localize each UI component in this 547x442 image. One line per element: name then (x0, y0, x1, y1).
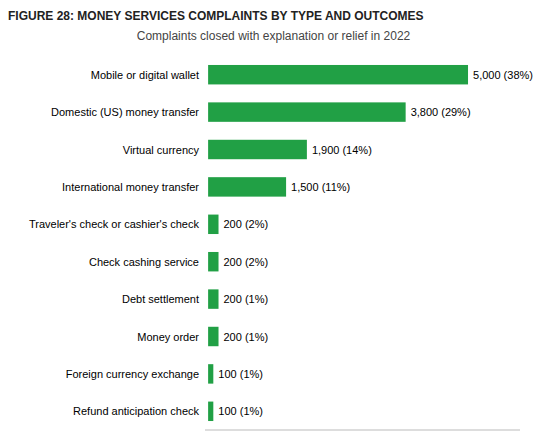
bar (208, 402, 213, 421)
category-label: Virtual currency (123, 144, 200, 156)
data-label: 200 (1%) (224, 331, 269, 343)
category-label: Mobile or digital wallet (91, 69, 199, 81)
bar (208, 140, 307, 159)
category-label: Money order (137, 331, 199, 343)
data-label: 200 (2%) (224, 256, 269, 268)
x-axis-line (205, 430, 520, 431)
category-label: Debt settlement (122, 293, 199, 305)
labels: Mobile or digital wallet 5,000 (38%) Domes… (29, 69, 533, 418)
data-label: 100 (1%) (218, 368, 263, 380)
bar (208, 65, 468, 84)
bar (208, 102, 406, 121)
category-label: International money transfer (62, 181, 199, 193)
data-label: 1,900 (14%) (312, 144, 372, 156)
data-label: 3,800 (29%) (411, 106, 471, 118)
bar (208, 327, 218, 346)
data-label: 5,000 (38%) (473, 69, 533, 81)
data-label: 200 (1%) (224, 293, 269, 305)
data-label: 200 (2%) (224, 218, 269, 230)
data-label: 100 (1%) (218, 405, 263, 417)
category-label: Refund anticipation check (73, 405, 199, 417)
bars (208, 65, 468, 421)
data-label: 1,500 (11%) (291, 181, 350, 193)
category-label: Foreign currency exchange (66, 368, 199, 380)
title: FIGURE 28: MONEY SERVICES COMPLAINTS BY … (8, 9, 424, 23)
bar (208, 289, 218, 308)
category-label: Traveler's check or cashier's check (29, 218, 200, 230)
category-label: Check cashing service (89, 256, 199, 268)
bar (208, 177, 286, 196)
bar (208, 252, 218, 271)
chart: FIGURE 28: MONEY SERVICES COMPLAINTS BY … (0, 0, 547, 442)
category-label: Domestic (US) money transfer (51, 106, 199, 118)
bar (208, 215, 218, 234)
subtitle: Complaints closed with explanation or re… (137, 29, 411, 43)
bar (208, 364, 213, 383)
